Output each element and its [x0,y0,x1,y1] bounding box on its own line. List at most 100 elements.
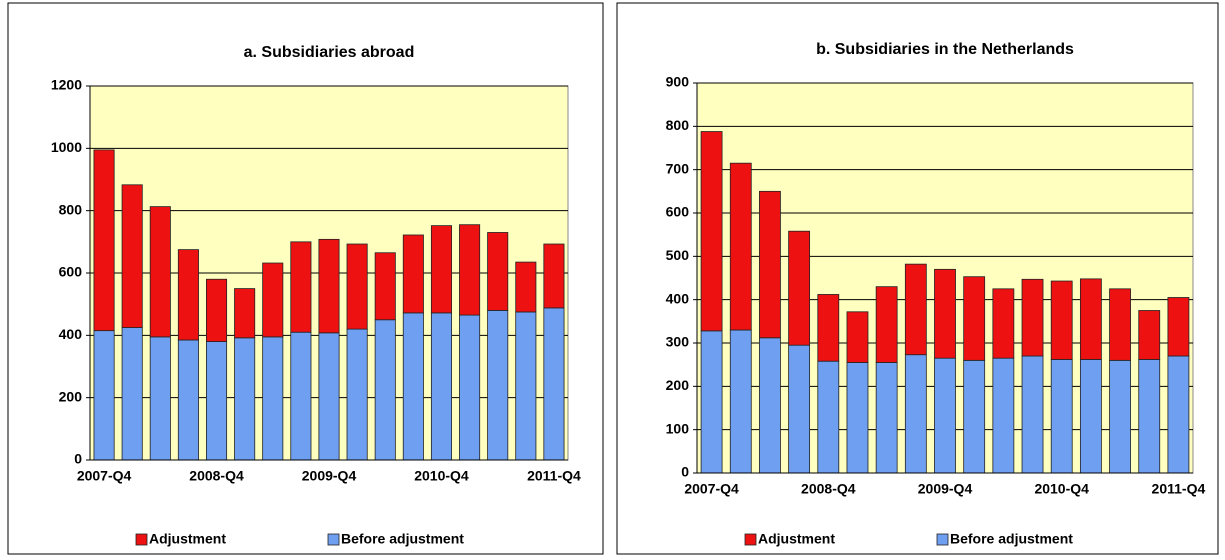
bar-segment [430,225,452,314]
bar-segment [177,339,199,461]
bar-segment [729,329,752,474]
y-tick-label: 200 [666,377,690,393]
chart-title: b. Subsidiaries in the Netherlands [816,41,1074,58]
bar-segment [290,241,312,333]
bar-segment [1021,355,1044,474]
bar-segment [759,337,781,474]
chart-title: a. Subsidiaries abroad [244,44,415,61]
y-tick-label: 700 [666,160,690,176]
bar-segment [402,312,424,461]
bar-segment [487,232,509,311]
bar-segment [700,131,723,332]
bar-segment [346,328,368,461]
bar-segment [1079,359,1102,474]
bar-segment [121,184,143,328]
y-tick-label: 300 [666,334,690,350]
y-tick-label: 600 [666,204,690,220]
legend-label: Adjustment [149,531,226,547]
bar-segment [93,149,115,332]
bar-segment [1079,278,1102,360]
y-tick-label: 600 [59,264,83,280]
bar-segment [346,243,368,330]
legend-swatch [327,533,340,546]
bar-segment [459,314,481,461]
legend-label: Adjustment [758,531,835,547]
y-tick-label: 800 [59,201,83,217]
bar-segment [290,331,312,461]
x-tick-label: 2010-Q4 [1034,481,1089,497]
bar-segment [459,224,481,316]
bar-segment [515,261,537,313]
legend-swatch [936,533,949,546]
bar-segment [1050,359,1073,474]
x-tick-label: 2009-Q4 [302,468,357,484]
bar-segment [759,190,781,339]
bar-segment [234,288,256,339]
bar-segment [788,230,811,346]
bar-segment [402,234,424,314]
y-tick-label: 400 [666,290,690,306]
bar-segment [149,336,171,461]
bar-segment [729,162,752,331]
bar-segment [543,243,565,309]
legend-label: Before adjustment [950,531,1073,547]
x-tick-label: 2011-Q4 [1152,481,1206,497]
legend-swatch [135,533,148,546]
bar-segment [1050,280,1073,360]
bar-segment [1109,359,1131,474]
chart-panel: a. Subsidiaries abroad 0 200 400 600 800 1000 1… [7,2,604,555]
chart-panel: b. Subsidiaries in the Netherlands 0 100 20… [616,2,1219,555]
x-tick-label: 2007-Q4 [684,481,739,497]
y-tick-label: 1000 [51,139,82,155]
bar-segment [543,307,565,461]
y-tick-label: 200 [59,388,83,404]
bar-segment [318,332,340,461]
bar-segment [1109,288,1131,361]
bar-segment [430,312,452,461]
y-tick-label: 400 [59,326,83,342]
bar-segment [992,288,1015,359]
bar-segment [700,330,723,474]
bar-segment [934,268,956,359]
bar-segment [904,354,927,474]
bar-segment [374,252,396,321]
bar-segment [206,341,228,461]
legend-swatch [744,533,757,546]
bar-segment [788,344,811,474]
x-tick-label: 2008-Q4 [189,468,244,484]
bar-segment [1021,278,1044,357]
bar-segment [487,309,509,461]
bar-segment [149,206,171,338]
bar-segment [318,238,340,334]
x-tick-label: 2009-Q4 [918,481,973,497]
x-tick-label: 2010-Q4 [414,468,469,484]
y-tick-label: 800 [666,117,690,133]
y-tick-label: 0 [681,464,689,480]
bar-segment [262,262,284,338]
bar-segment [206,278,228,342]
y-tick-label: 900 [666,74,690,90]
bar-segment [817,294,840,362]
y-tick-label: 0 [74,451,82,467]
bar-segment [846,311,869,363]
bar-segment [515,311,537,461]
bar-segment [177,249,199,341]
bar-segment [262,336,284,461]
x-tick-label: 2007-Q4 [77,468,132,484]
bar-segment [1138,310,1161,360]
bar-segment [875,362,898,474]
x-tick-label: 2011-Q4 [527,468,581,484]
bar-segment [1167,355,1190,474]
x-tick-label: 2008-Q4 [801,481,856,497]
bar-segment [904,263,927,356]
y-tick-label: 1200 [51,77,82,93]
bar-segment [374,319,396,461]
bar-segment [93,330,115,461]
bar-segment [875,286,898,363]
bar-segment [963,276,986,361]
y-tick-label: 100 [666,420,690,436]
bar-segment [234,337,256,461]
bar-segment [121,327,143,461]
bar-segment [846,362,869,474]
